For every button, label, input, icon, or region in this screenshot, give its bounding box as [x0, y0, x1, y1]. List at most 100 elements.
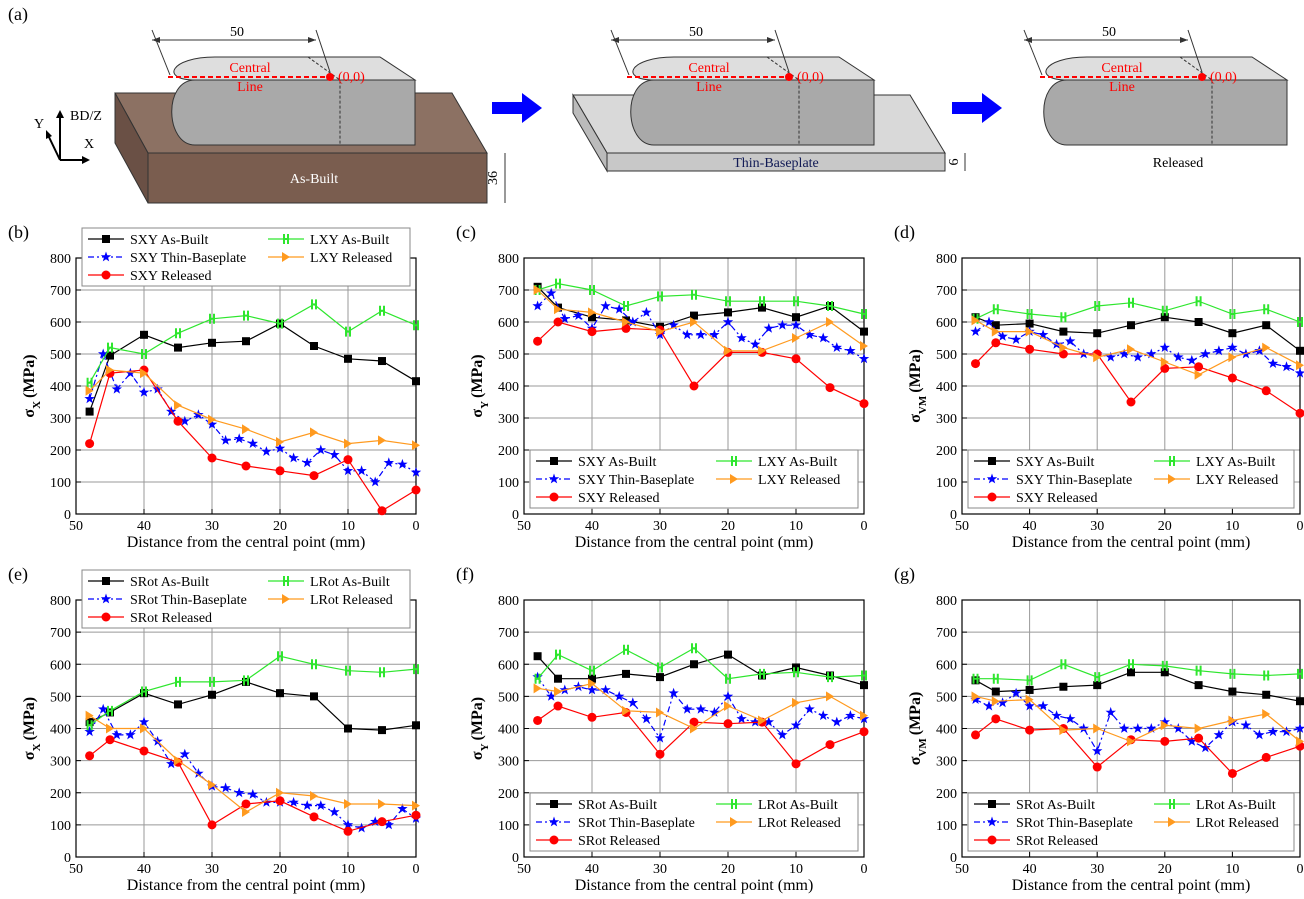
- marker: [1227, 768, 1237, 778]
- marker: [1263, 304, 1270, 315]
- y-axis-unit: (MPa): [469, 697, 486, 741]
- marker: [275, 466, 285, 476]
- marker: [861, 309, 867, 319]
- x-tick-label: 30: [1090, 862, 1104, 877]
- y-tick-label: 100: [498, 819, 519, 834]
- marker: [397, 458, 408, 469]
- marker: [410, 466, 422, 477]
- marker: [1059, 327, 1068, 336]
- marker: [276, 689, 284, 698]
- marker: [790, 719, 802, 730]
- marker: [383, 819, 394, 830]
- y-tick-label: 300: [936, 412, 957, 427]
- marker: [179, 748, 190, 759]
- base-side: [114, 92, 149, 204]
- marker: [709, 329, 720, 340]
- marker: [559, 313, 570, 324]
- y-tick-label: 700: [498, 626, 519, 641]
- marker: [971, 313, 980, 322]
- marker: [533, 282, 542, 291]
- series-line: [537, 289, 865, 352]
- legend-marker: [1169, 456, 1175, 466]
- marker: [1228, 715, 1237, 726]
- y-tick-label: 200: [498, 787, 519, 802]
- marker: [140, 723, 148, 734]
- marker: [207, 820, 217, 830]
- marker: [723, 719, 733, 729]
- marker: [310, 342, 318, 350]
- y-axis-label: σX (MPa): [21, 697, 43, 760]
- x-tick-label: 50: [69, 519, 83, 534]
- marker: [344, 438, 352, 449]
- marker: [173, 416, 183, 426]
- marker: [1127, 668, 1135, 677]
- marker: [106, 365, 114, 375]
- marker: [315, 800, 326, 810]
- marker: [1228, 687, 1237, 696]
- marker: [138, 716, 150, 727]
- marker: [206, 418, 218, 429]
- y-tick-label: 700: [498, 284, 519, 299]
- marker: [971, 730, 981, 740]
- y-axis-subscript: X: [31, 401, 43, 409]
- legend-marker: [730, 474, 738, 484]
- marker: [412, 440, 420, 451]
- marker: [277, 651, 283, 662]
- marker: [1105, 351, 1116, 362]
- legend-label: LRot As-Built: [758, 798, 838, 813]
- marker: [622, 669, 630, 678]
- marker: [1025, 326, 1034, 337]
- marker: [315, 444, 326, 455]
- axis-arrow: [47, 134, 61, 161]
- marker: [690, 723, 698, 734]
- x-tick-label: 30: [205, 862, 219, 877]
- marker: [690, 317, 698, 327]
- marker: [682, 329, 693, 340]
- marker: [791, 759, 801, 769]
- marker: [827, 301, 833, 311]
- marker: [1025, 694, 1034, 705]
- y-tick-label: 400: [498, 380, 519, 395]
- y-tick-label: 300: [936, 755, 957, 770]
- series-line: [537, 282, 865, 315]
- marker: [983, 700, 995, 711]
- marker: [623, 301, 629, 311]
- x-tick-label: 20: [721, 519, 735, 534]
- marker: [1263, 670, 1270, 681]
- marker: [234, 433, 245, 444]
- marker: [971, 315, 980, 326]
- marker: [1195, 296, 1202, 307]
- marker: [208, 414, 216, 425]
- y-axis-subscript: VM: [917, 738, 929, 757]
- marker: [654, 732, 666, 743]
- legend-marker: [1168, 817, 1176, 827]
- marker: [1024, 700, 1035, 711]
- y-tick-label: 600: [50, 316, 71, 331]
- marker: [860, 681, 868, 690]
- marker: [758, 345, 766, 356]
- marker: [991, 338, 1001, 348]
- panel-label: (c): [456, 222, 476, 243]
- marker: [1059, 725, 1068, 736]
- legend-label: SXY Released: [130, 269, 212, 284]
- marker: [140, 689, 148, 698]
- marker: [792, 663, 800, 672]
- x-tick-label: 20: [273, 862, 287, 877]
- y-tick-label: 0: [64, 508, 71, 523]
- marker: [1296, 360, 1304, 371]
- marker: [546, 287, 557, 298]
- marker: [614, 303, 625, 314]
- y-tick-label: 300: [50, 412, 71, 427]
- marker: [546, 690, 557, 701]
- legend-marker: [101, 270, 111, 280]
- legend-label: SRot Released: [578, 834, 660, 849]
- x-tick-label: 10: [1225, 519, 1239, 534]
- x-tick-label: 0: [861, 862, 868, 877]
- legend-marker: [283, 576, 289, 586]
- base-label: Released: [1153, 156, 1204, 171]
- series-line: [89, 322, 417, 412]
